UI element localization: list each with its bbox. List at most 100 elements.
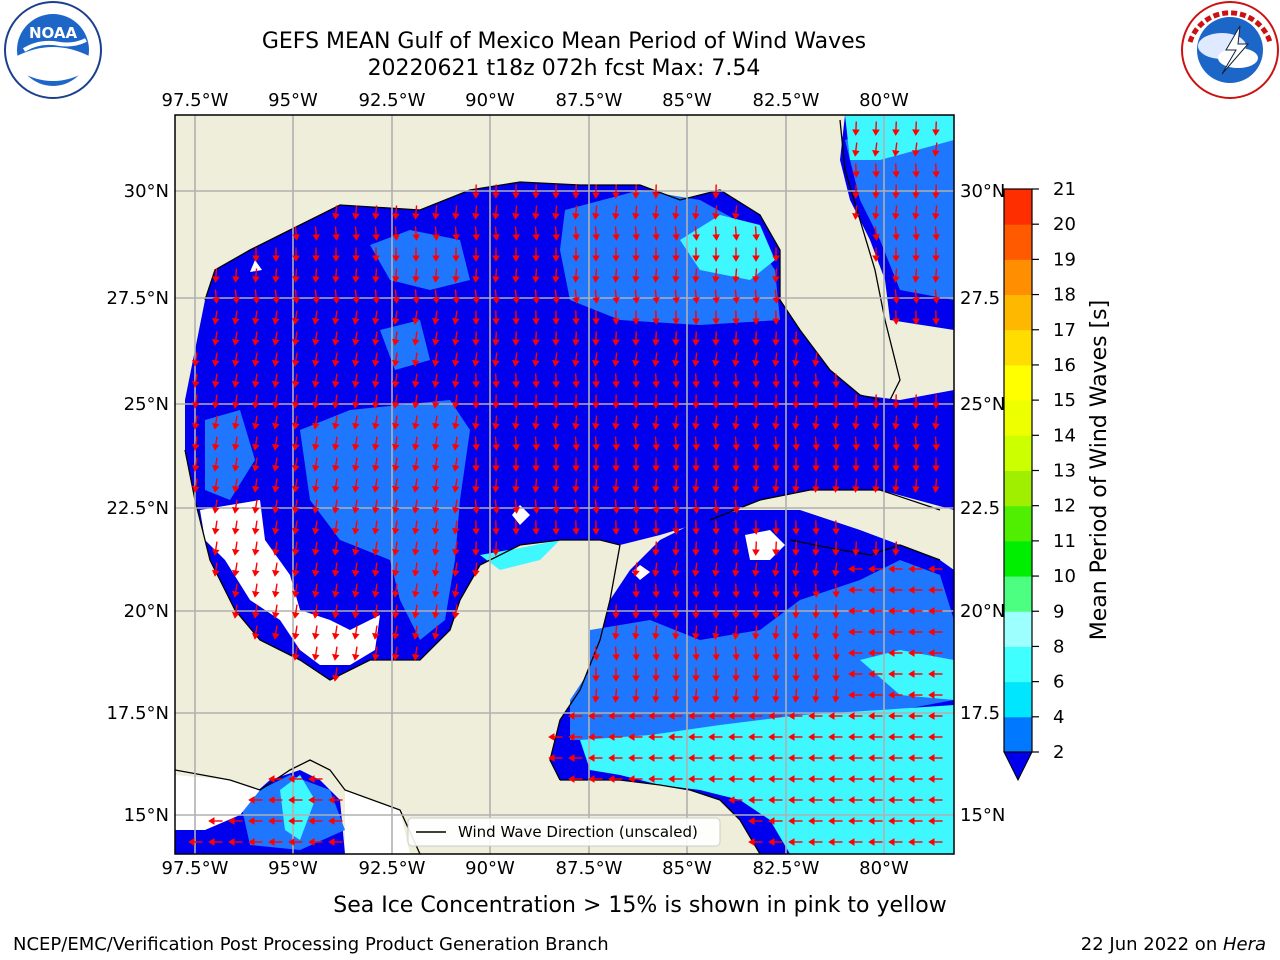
direction-arrow-head: [632, 402, 640, 409]
title-line-1: GEFS MEAN Gulf of Mexico Mean Period of …: [262, 29, 866, 54]
direction-arrow-head: [692, 360, 700, 367]
direction-arrow-head: [191, 422, 200, 430]
direction-arrow-head: [512, 507, 520, 514]
direction-arrow-head: [832, 654, 840, 661]
direction-arrow-head: [572, 423, 580, 430]
direction-arrow-head: [532, 234, 540, 241]
direction-arrow-head: [732, 549, 740, 556]
direction-arrow-head: [572, 318, 580, 325]
direction-arrow-head: [632, 318, 640, 325]
direction-arrow-head: [752, 360, 760, 367]
direction-arrow-head: [672, 234, 680, 241]
colorbar-segment: [1004, 540, 1032, 577]
direction-arrow-head: [351, 611, 360, 619]
direction-arrow-head: [848, 691, 855, 699]
colorbar-segment: [1004, 189, 1032, 225]
direction-arrow-head: [712, 612, 720, 619]
direction-arrow-head: [872, 129, 880, 136]
direction-arrow-head: [351, 527, 360, 535]
direction-arrow-head: [372, 234, 380, 241]
direction-arrow-head: [331, 464, 340, 472]
direction-arrow-head: [752, 591, 760, 598]
direction-arrow-head: [632, 444, 640, 451]
colorbar-segment: [1004, 646, 1032, 683]
direction-arrow-head: [572, 486, 580, 493]
direction-arrow-head: [832, 528, 840, 535]
direction-arrow-head: [652, 339, 660, 346]
colorbar-tick-label: 17: [1053, 320, 1076, 341]
direction-arrow-head: [391, 380, 400, 388]
lon-ticks-bottom: 97.5°W 95°W 92.5°W 90°W 87.5°W 85°W 82.5…: [162, 858, 909, 879]
direction-arrow-head: [391, 548, 400, 556]
direction-arrow-head: [228, 817, 235, 825]
direction-arrow-head: [732, 402, 740, 409]
direction-arrow-head: [652, 360, 660, 367]
direction-arrow-head: [632, 654, 640, 661]
direction-arrow-head: [912, 255, 920, 262]
direction-arrow-head: [451, 401, 460, 409]
direction-arrow-head: [888, 691, 895, 699]
direction-arrow-head: [228, 838, 235, 846]
lat-tick-right: 15°N: [960, 805, 1005, 826]
direction-arrow-head: [812, 654, 820, 661]
direction-arrow-head: [712, 465, 720, 472]
direction-arrow-head: [752, 612, 760, 619]
direction-arrow-head: [648, 733, 655, 741]
direction-arrow-head: [752, 528, 760, 535]
direction-arrow-head: [472, 234, 480, 241]
direction-arrow-head: [672, 591, 680, 598]
direction-arrow-head: [792, 381, 800, 388]
direction-arrow-head: [271, 632, 280, 640]
direction-arrow-head: [512, 402, 520, 409]
direction-arrow-head: [668, 754, 675, 762]
direction-arrow-head: [912, 192, 920, 199]
direction-arrow-head: [672, 612, 680, 619]
direction-arrow-head: [932, 465, 940, 472]
direction-arrow-head: [431, 569, 440, 577]
direction-arrow-head: [492, 297, 500, 304]
footer-date-text: 22 Jun 2022 on: [1081, 934, 1223, 955]
direction-arrow-head: [311, 464, 320, 472]
direction-arrow-head: [848, 733, 855, 741]
direction-arrow-head: [312, 276, 320, 283]
direction-arrow-head: [652, 465, 660, 472]
direction-arrow-head: [792, 549, 800, 556]
direction-arrow-head: [712, 276, 720, 283]
direction-arrow-head: [268, 817, 275, 825]
direction-arrow-head: [331, 401, 340, 409]
direction-arrow-head: [708, 712, 715, 720]
direction-arrow-head: [251, 380, 260, 388]
direction-arrow-head: [308, 796, 315, 804]
direction-arrow-head: [652, 570, 660, 577]
direction-arrow-head: [252, 297, 260, 304]
lon-tick-bottom: 97.5°W: [162, 858, 229, 879]
direction-arrow-head: [932, 234, 940, 241]
direction-arrow-head: [291, 317, 300, 325]
direction-arrow-head: [692, 444, 700, 451]
direction-arrow-head: [772, 423, 780, 430]
direction-arrow-head: [311, 317, 320, 325]
direction-arrow-head: [788, 838, 795, 846]
direction-arrow-head: [411, 485, 420, 493]
direction-arrow-head: [868, 733, 875, 741]
direction-arrow-head: [311, 653, 320, 661]
direction-arrow-head: [552, 339, 560, 346]
direction-arrow-head: [932, 255, 940, 262]
direction-arrow-head: [888, 754, 895, 762]
direction-arrow-head: [792, 654, 800, 661]
direction-arrow-head: [451, 590, 460, 598]
direction-arrow-head: [672, 318, 680, 325]
direction-arrow-head: [672, 654, 680, 661]
colorbar-tick-label: 8: [1053, 636, 1064, 657]
direction-arrow-head: [291, 527, 300, 535]
direction-arrow-head: [832, 633, 840, 640]
direction-arrow-head: [708, 754, 715, 762]
direction-arrow-head: [928, 649, 935, 657]
direction-arrow-head: [792, 528, 800, 535]
direction-arrow-head: [888, 586, 895, 594]
direction-arrow-head: [432, 255, 440, 262]
direction-arrow-head: [788, 712, 795, 720]
direction-arrow-head: [331, 422, 340, 430]
direction-arrow-head: [572, 255, 580, 262]
